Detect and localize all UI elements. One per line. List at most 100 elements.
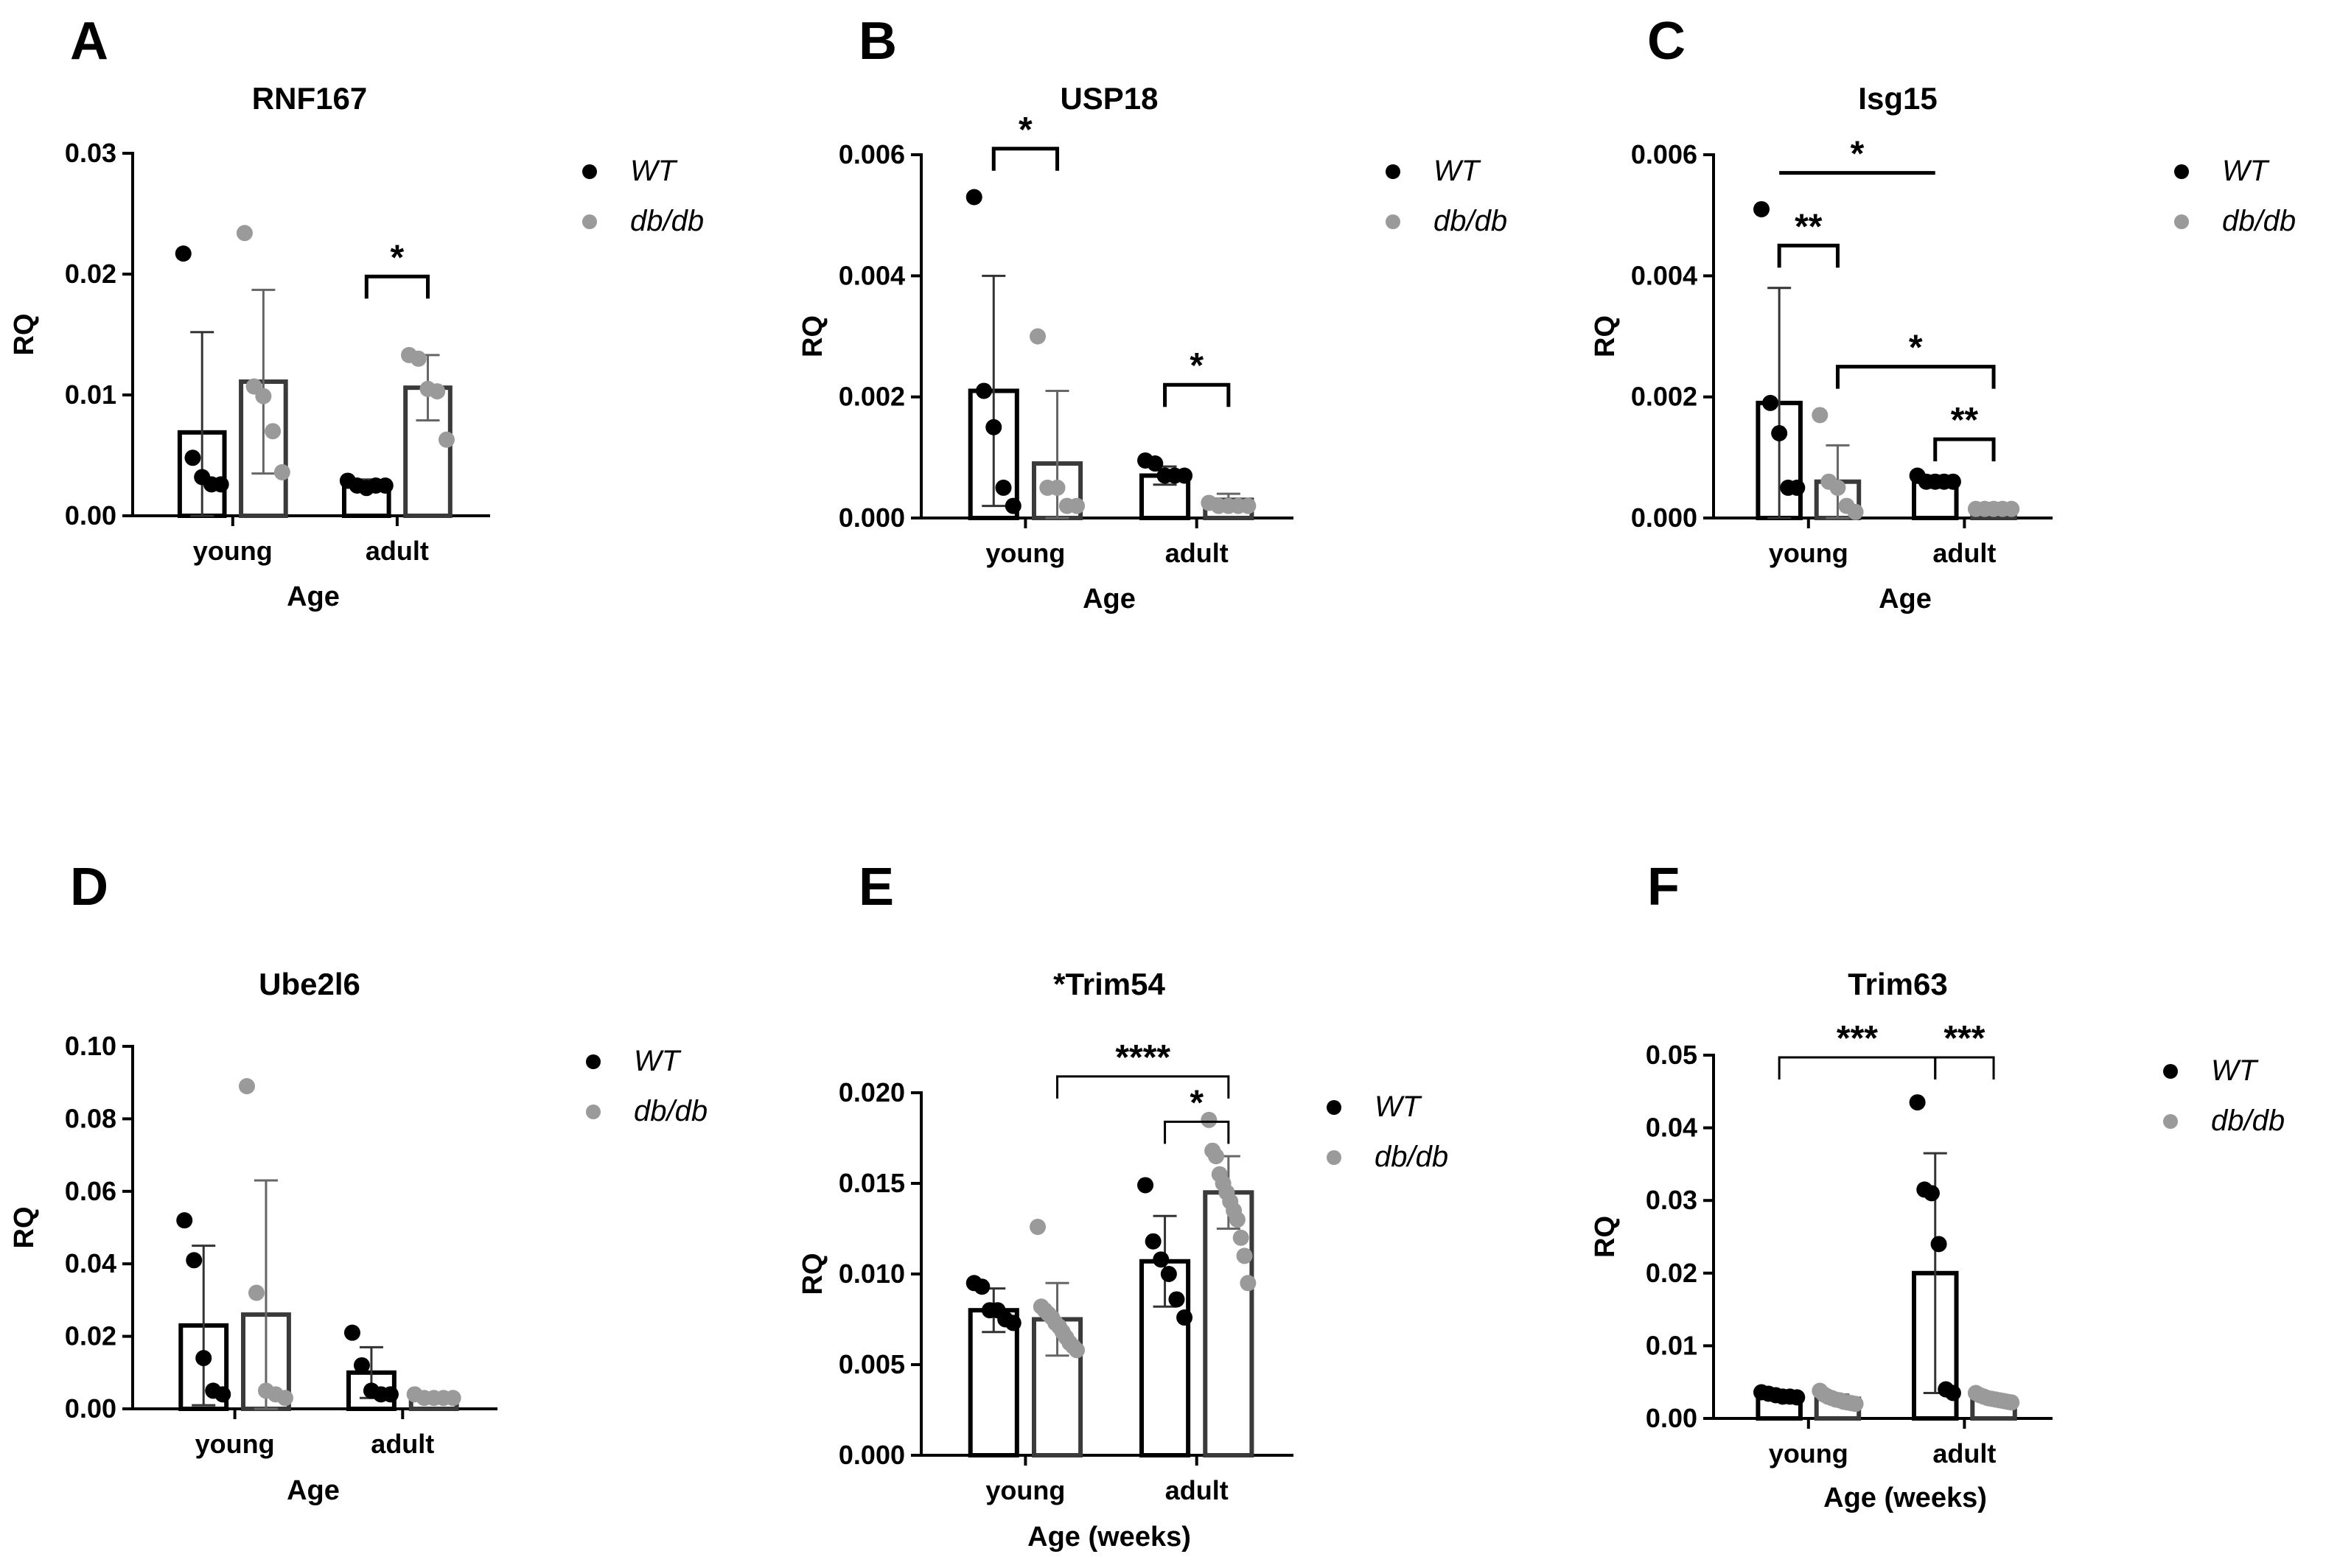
x-tick-label: adult	[1165, 1475, 1229, 1505]
data-point	[976, 382, 993, 399]
significance-bracket	[1164, 1120, 1230, 1144]
y-axis-label: RQ	[1590, 315, 1621, 357]
legend-marker-dbdb	[586, 1105, 601, 1119]
data-point	[1762, 394, 1779, 411]
data-point	[1789, 1389, 1806, 1406]
data-point	[273, 463, 290, 480]
data-point	[1201, 1111, 1218, 1128]
chart-title: Trim63	[1848, 967, 1947, 1001]
data-point	[429, 383, 446, 400]
data-point	[1176, 467, 1193, 484]
data-point	[965, 189, 982, 206]
y-tick-label: 0.05	[1646, 1040, 1697, 1070]
y-tick-label: 0.08	[65, 1103, 116, 1133]
x-tick-label: adult	[366, 536, 429, 566]
panel-letter: C	[1647, 12, 1686, 71]
significance-bracket	[1933, 437, 1996, 462]
x-tick-label: adult	[1932, 538, 1996, 568]
legend-marker-wt	[2163, 1064, 2178, 1079]
significance-bracket	[1163, 382, 1231, 407]
panel-letter: F	[1647, 858, 1680, 917]
data-point	[1944, 473, 1961, 490]
y-axis-label: RQ	[797, 315, 828, 357]
data-point	[276, 1390, 293, 1407]
data-point	[1030, 1219, 1047, 1236]
data-point	[377, 477, 394, 494]
data-point	[1153, 1251, 1170, 1268]
significance-label: *	[1190, 1083, 1204, 1122]
significance-label: *	[1190, 346, 1204, 385]
significance-bracket	[1778, 1056, 1937, 1079]
data-point	[1232, 1229, 1249, 1246]
legend-marker-dbdb	[2163, 1114, 2178, 1129]
data-point	[1753, 200, 1770, 217]
data-point	[1229, 1211, 1246, 1228]
x-tick-label: adult	[371, 1429, 434, 1459]
y-tick-label: 0.002	[1631, 382, 1697, 412]
data-point	[1147, 455, 1164, 472]
legend-marker-wt	[1327, 1100, 1341, 1115]
data-point	[176, 1212, 193, 1229]
x-axis-label: Age	[1879, 584, 1932, 615]
legend-label: WT	[634, 1045, 682, 1077]
panel-letter: D	[70, 858, 108, 917]
data-point	[1176, 1309, 1193, 1326]
legend-label: db/db	[2211, 1105, 2285, 1137]
data-point	[1049, 479, 1066, 496]
significance-label: **	[1951, 401, 1979, 440]
y-tick-label: 0.02	[1646, 1258, 1697, 1288]
chart-title: *Trim54	[1053, 967, 1165, 1001]
panel-e: E *Trim54 0.000 0.005 0.010 0.015 0.020 young ad…	[797, 858, 1448, 1553]
significance-label: ***	[1943, 1019, 1985, 1058]
chart-title: USP18	[1060, 81, 1158, 116]
data-point	[1168, 1291, 1185, 1308]
data-point	[1240, 497, 1257, 514]
legend-label: db/db	[1375, 1141, 1448, 1173]
data-point	[382, 1386, 399, 1403]
data-point	[195, 1350, 212, 1367]
significance-label: *	[1851, 135, 1865, 174]
legend-marker-dbdb	[1386, 214, 1400, 229]
y-tick-label: 0.015	[839, 1168, 905, 1198]
data-point	[1069, 1342, 1086, 1359]
y-tick-label: 0.004	[839, 260, 905, 290]
y-tick-label: 0.000	[1631, 503, 1697, 533]
legend-label: WT	[2222, 155, 2270, 187]
data-point	[238, 1078, 255, 1095]
legend-marker-wt	[582, 164, 597, 179]
y-tick-label: 0.01	[65, 379, 116, 410]
legend-marker-dbdb	[2174, 214, 2189, 229]
y-tick-label: 0.020	[839, 1077, 905, 1107]
panel-d: D Ube2l6 0.00 0.02 0.04 0.06 0.08 0.10 young adul…	[9, 858, 708, 1506]
x-tick-label: young	[193, 536, 273, 566]
data-point	[212, 476, 229, 493]
y-tick-label: 0.004	[1631, 260, 1697, 290]
y-tick-label: 0.005	[839, 1349, 905, 1379]
y-tick-label: 0.002	[839, 382, 905, 412]
data-point	[1847, 1396, 1864, 1413]
y-axis-label: RQ	[797, 1253, 828, 1295]
x-axis-label: Age (weeks)	[1823, 1483, 1987, 1513]
legend-label: db/db	[634, 1095, 708, 1127]
panel-letter: E	[859, 858, 894, 917]
data-point	[1923, 1185, 1940, 1202]
legend-marker-dbdb	[582, 214, 597, 229]
data-point	[1069, 497, 1086, 514]
x-axis-label: Age	[287, 581, 340, 612]
x-tick-label: adult	[1932, 1438, 1996, 1469]
y-tick-label: 0.03	[1646, 1185, 1697, 1215]
data-point	[974, 1278, 991, 1295]
significance-bracket	[1835, 365, 1996, 389]
data-point	[985, 419, 1002, 435]
x-tick-label: young	[985, 1475, 1065, 1505]
legend-label: WT	[2211, 1054, 2259, 1087]
y-tick-label: 0.04	[65, 1248, 116, 1278]
data-point	[353, 1357, 370, 1373]
x-tick-label: young	[195, 1429, 275, 1459]
legend-label: WT	[630, 155, 678, 187]
y-tick-label: 0.006	[1631, 139, 1697, 169]
data-point	[214, 1386, 231, 1403]
y-tick-label: 0.000	[839, 503, 905, 533]
